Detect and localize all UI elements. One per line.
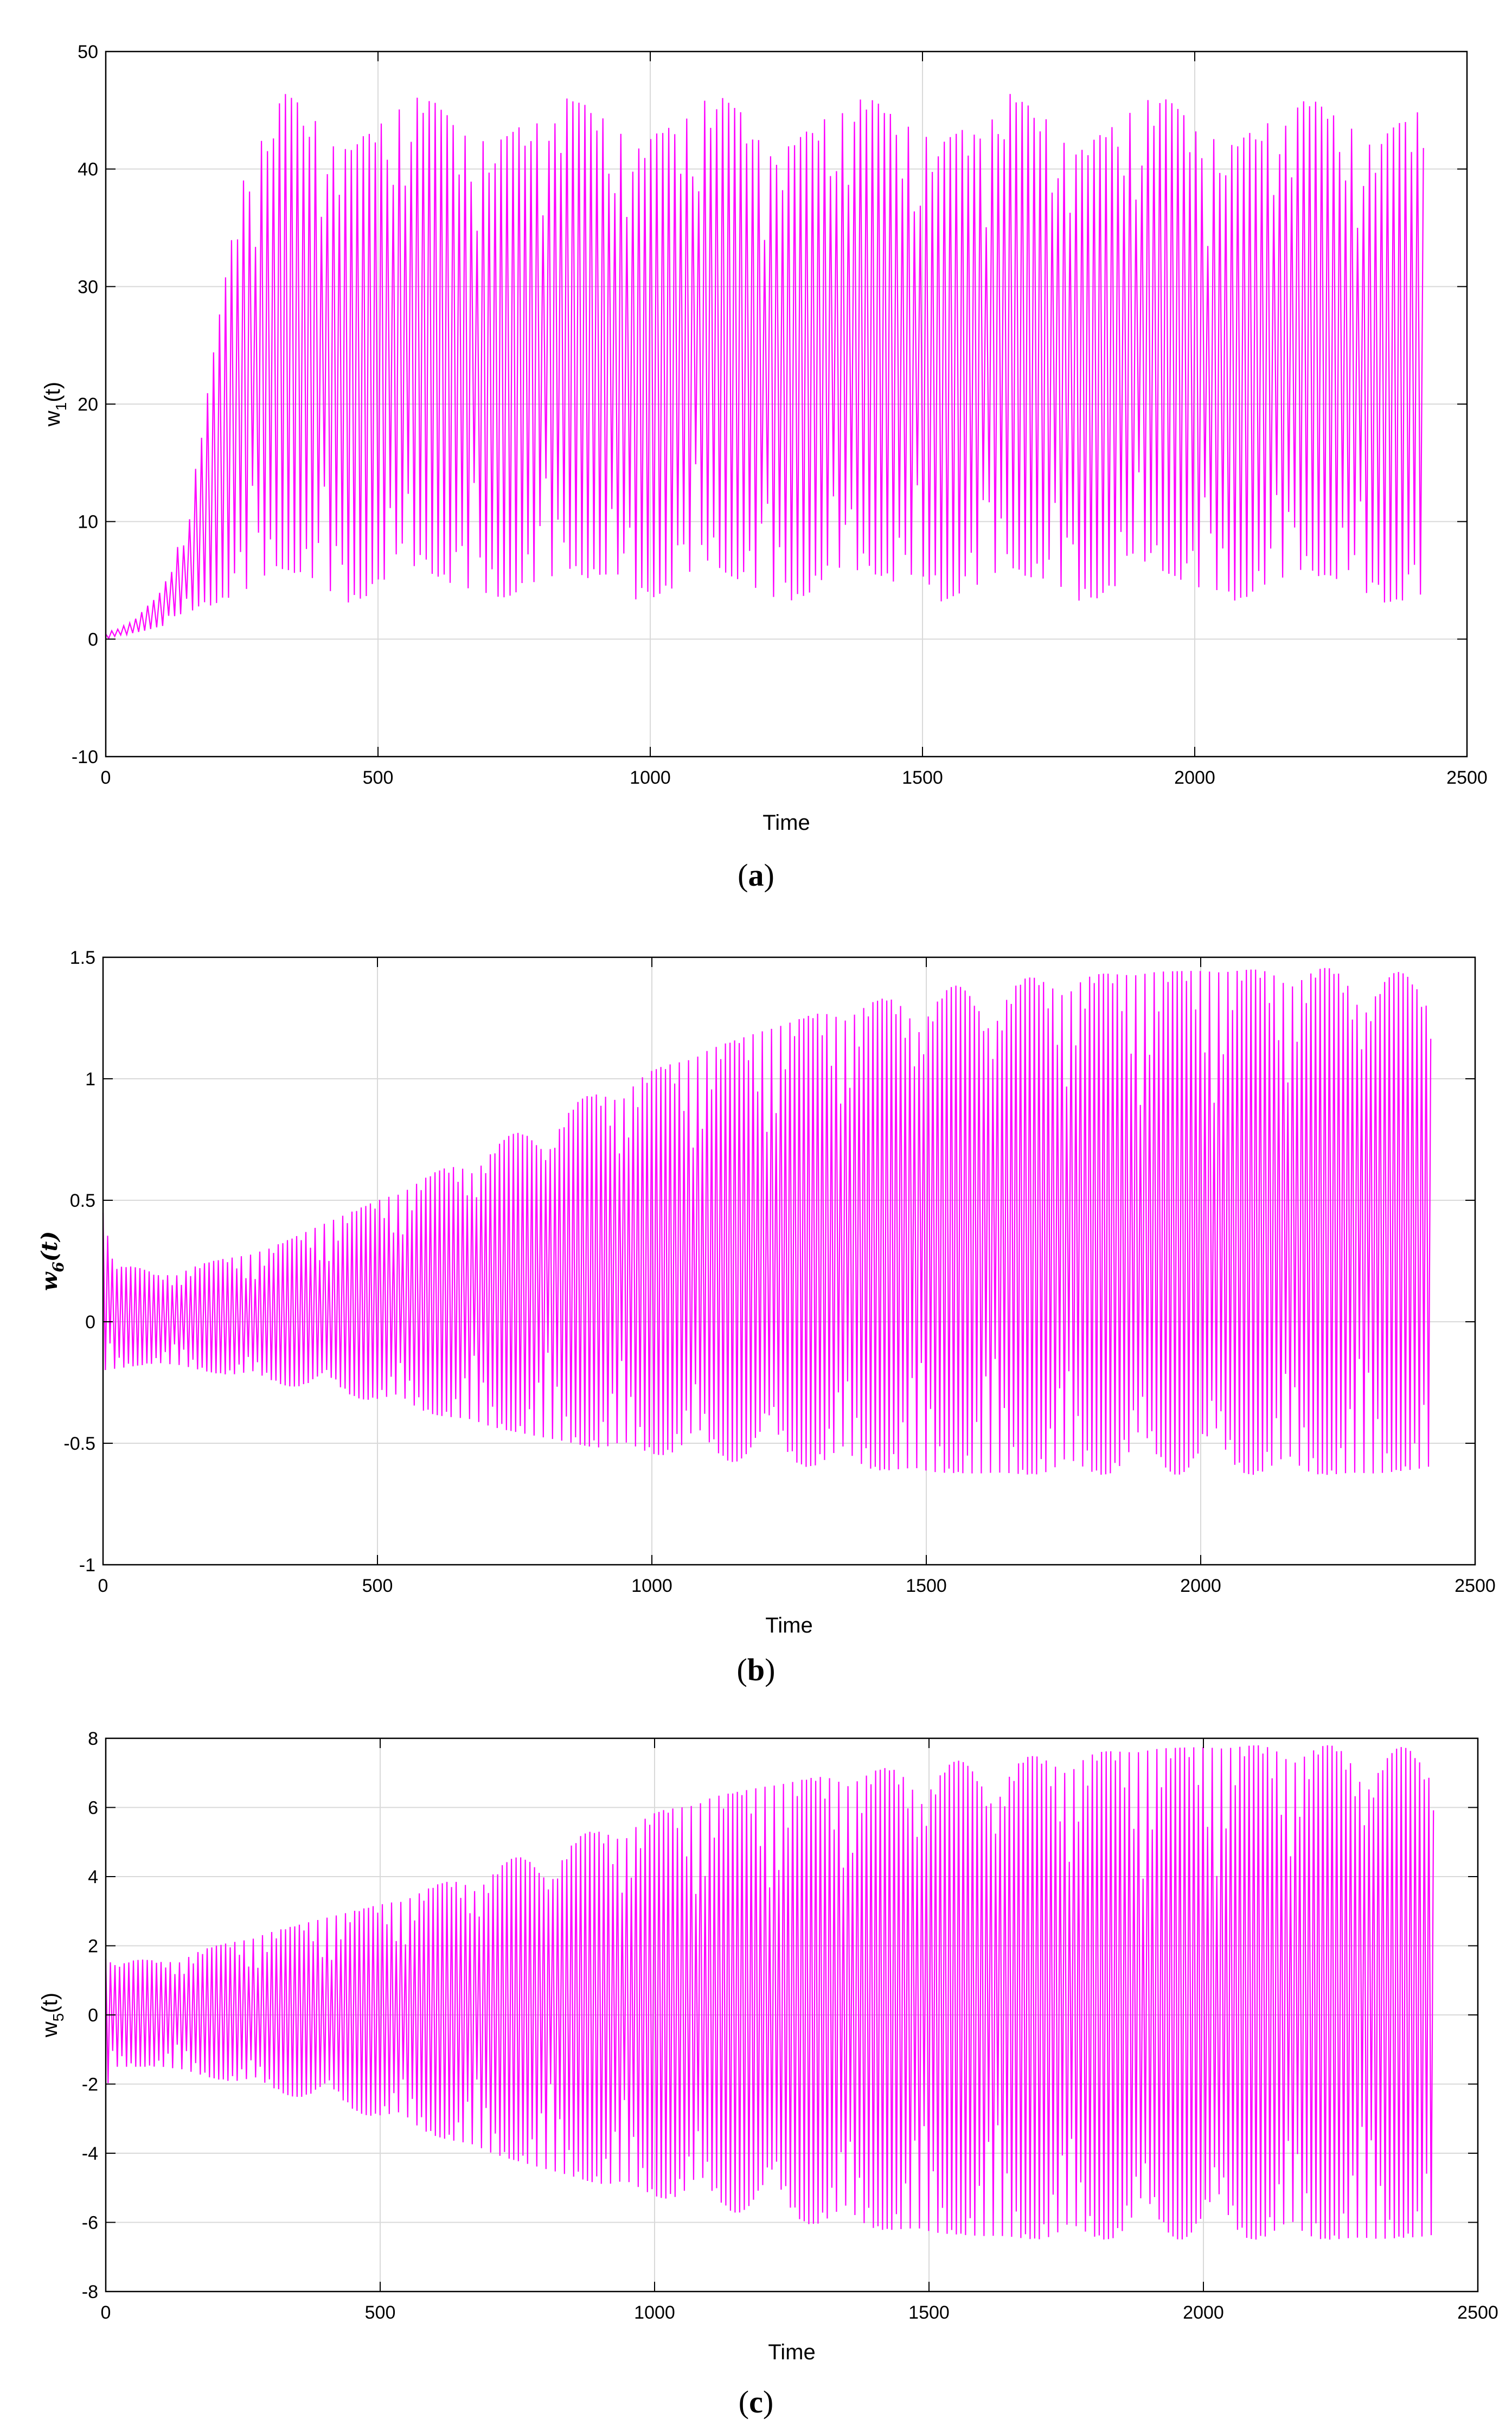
x-tick-label: 2500	[1455, 1576, 1496, 1596]
y-tick-label: 50	[78, 42, 98, 62]
y-axis-title-main: w	[41, 411, 65, 427]
x-tick-label: 2000	[1183, 2302, 1224, 2323]
x-tick-label: 500	[362, 1576, 393, 1596]
x-tick-label: 0	[101, 2302, 111, 2323]
y-tick-label: 6	[88, 1798, 98, 1819]
plot-frame	[102, 956, 1476, 1566]
y-axis-title-sub: 1	[53, 402, 69, 411]
chart-panel-b: 0 500 1000 1500 2000 2500 -1 -0.5 0 0.5 1 1.5 Time w6…	[0, 922, 1512, 1736]
caption-a-letter: a	[748, 857, 764, 893]
x-tick-label: 1000	[631, 1576, 672, 1596]
series-line	[102, 968, 1432, 1475]
y-tick-label: -10	[72, 747, 98, 767]
x-tick-label: 0	[101, 767, 111, 788]
y-tick-label: 20	[78, 394, 98, 415]
y-tick-label: 2	[88, 1936, 98, 1957]
x-tick-label: 500	[365, 2302, 396, 2323]
y-tick-label: 1	[85, 1069, 95, 1090]
y-tick-label: -8	[82, 2282, 98, 2302]
x-tick-label: 1000	[630, 767, 671, 788]
y-tick-label: 40	[78, 159, 98, 180]
y-axis-title-sub: 5	[50, 2013, 67, 2022]
y-tick-label: -6	[82, 2213, 98, 2233]
y-tick-label: 0.5	[70, 1191, 95, 1211]
x-tick-label: 2000	[1174, 767, 1215, 788]
x-tick-label: 1000	[634, 2302, 675, 2323]
y-tick-label: 1.5	[70, 948, 95, 968]
caption-b: (b)	[736, 1652, 776, 1687]
x-tick-label: 1500	[906, 1576, 947, 1596]
y-tick-label: 4	[88, 1867, 98, 1887]
y-axis-title-tail: (t)	[41, 382, 65, 402]
x-axis-title: Time	[763, 811, 810, 835]
chart-b-svg: 0 500 1000 1500 2000 2500 -1 -0.5 0 0.5 1 1.5 Time w6…	[37, 948, 1496, 1637]
chart-panel-c: 0 500 1000 1500 2000 2500 -8 -6 -4 -2 0 2 4 6 8 Time w5(…	[0, 1719, 1512, 2432]
y-tick-label: 10	[78, 512, 98, 533]
y-axis-title: w1(t)	[41, 382, 69, 427]
y-axis-title: w6(t)	[37, 1231, 67, 1291]
y-tick-label: -2	[82, 2075, 98, 2095]
caption-c-letter: c	[749, 2384, 763, 2420]
chart-a-svg: 0 500 1000 1500 2000 2500-1001020304050Timew1…	[41, 42, 1488, 835]
x-tick-label: 0	[98, 1576, 108, 1596]
y-tick-label: -1	[79, 1555, 95, 1576]
y-axis-title-tail: (t)	[37, 1231, 62, 1262]
x-tick-label: 2500	[1446, 767, 1488, 788]
y-axis-title-tail: (t)	[38, 1993, 62, 2013]
caption-a: (a)	[738, 857, 774, 893]
y-axis-title-main: w	[37, 1271, 62, 1291]
chart-panel-a: 0 500 1000 1500 2000 2500 -10 0 10 20 30 40 50 Time w1…	[0, 0, 1512, 911]
x-tick-label: 500	[363, 767, 394, 788]
x-tick-label: 2000	[1180, 1576, 1221, 1596]
y-tick-label: 0	[85, 1312, 95, 1333]
y-tick-label: -4	[82, 2143, 98, 2164]
y-tick-label: 30	[78, 277, 98, 297]
series-line	[105, 1745, 1434, 2240]
y-tick-label: 0	[88, 2005, 98, 2026]
chart-c-svg: 0 500 1000 1500 2000 2500 -8 -6 -4 -2 0 2 4 6 8 Time w5(…	[38, 1729, 1498, 2364]
y-axis-title: w5(t)	[38, 1993, 67, 2038]
y-tick-label: -0.5	[63, 1433, 95, 1454]
y-tick-label: 0	[88, 629, 98, 650]
caption-b-letter: b	[747, 1652, 765, 1687]
x-axis-title: Time	[768, 2340, 815, 2364]
x-tick-label: 1500	[908, 2302, 950, 2323]
x-tick-label: 1500	[902, 767, 943, 788]
x-tick-label: 2500	[1457, 2302, 1498, 2323]
y-tick-label: 8	[88, 1729, 98, 1749]
x-axis-title: Time	[765, 1614, 812, 1637]
caption-c: (c)	[738, 2384, 774, 2420]
series-line	[105, 94, 1424, 640]
y-axis-title-sub: 6	[49, 1262, 67, 1272]
y-axis-title-main: w	[38, 2021, 62, 2038]
